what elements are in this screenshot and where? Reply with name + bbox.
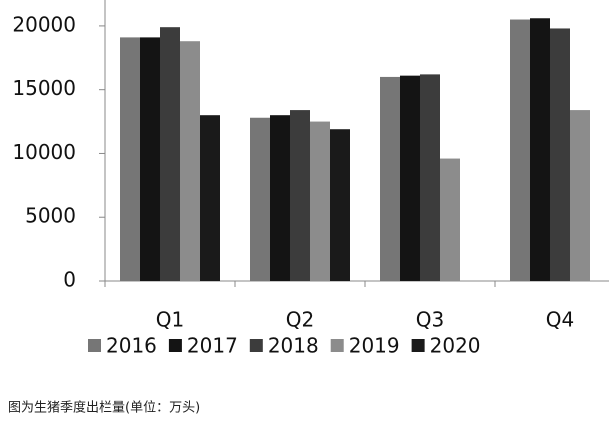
bar xyxy=(270,115,290,281)
bar xyxy=(400,75,420,281)
bar xyxy=(440,158,460,281)
bar xyxy=(510,19,530,281)
bar xyxy=(310,121,330,282)
bar xyxy=(200,115,220,281)
bar xyxy=(160,27,180,282)
y-tick-label: 10000 xyxy=(12,140,76,164)
legend-swatch xyxy=(249,339,263,352)
y-tick-label: 20000 xyxy=(12,12,76,36)
bar xyxy=(550,28,570,282)
y-tick-label: 5000 xyxy=(25,204,76,228)
bar xyxy=(570,110,590,282)
x-tick-label: Q2 xyxy=(286,308,314,332)
bar xyxy=(120,37,140,281)
legend-swatch xyxy=(88,339,101,352)
bar xyxy=(330,129,350,281)
legend-label: 2020 xyxy=(430,334,481,358)
legend-label: 2018 xyxy=(268,334,319,358)
caption: 图为生猪季度出栏量(单位：万头) xyxy=(8,400,200,416)
x-tick-label: Q1 xyxy=(156,308,184,332)
bar xyxy=(380,76,400,281)
bar xyxy=(420,74,440,281)
legend-label: 2019 xyxy=(349,334,400,358)
legend-swatch xyxy=(168,339,182,352)
bar xyxy=(530,18,550,282)
bar xyxy=(180,41,200,282)
bar xyxy=(250,117,270,281)
x-tick-label: Q4 xyxy=(546,308,574,332)
x-tick-label: Q3 xyxy=(416,308,444,332)
legend-swatch xyxy=(330,339,344,352)
bar xyxy=(140,37,160,281)
legend-swatch xyxy=(411,339,425,352)
legend-label: 2017 xyxy=(187,334,238,358)
bar xyxy=(290,110,310,282)
y-tick-label: 15000 xyxy=(12,76,76,100)
legend-label: 2016 xyxy=(106,334,157,358)
y-tick-label: 0 xyxy=(63,268,76,292)
